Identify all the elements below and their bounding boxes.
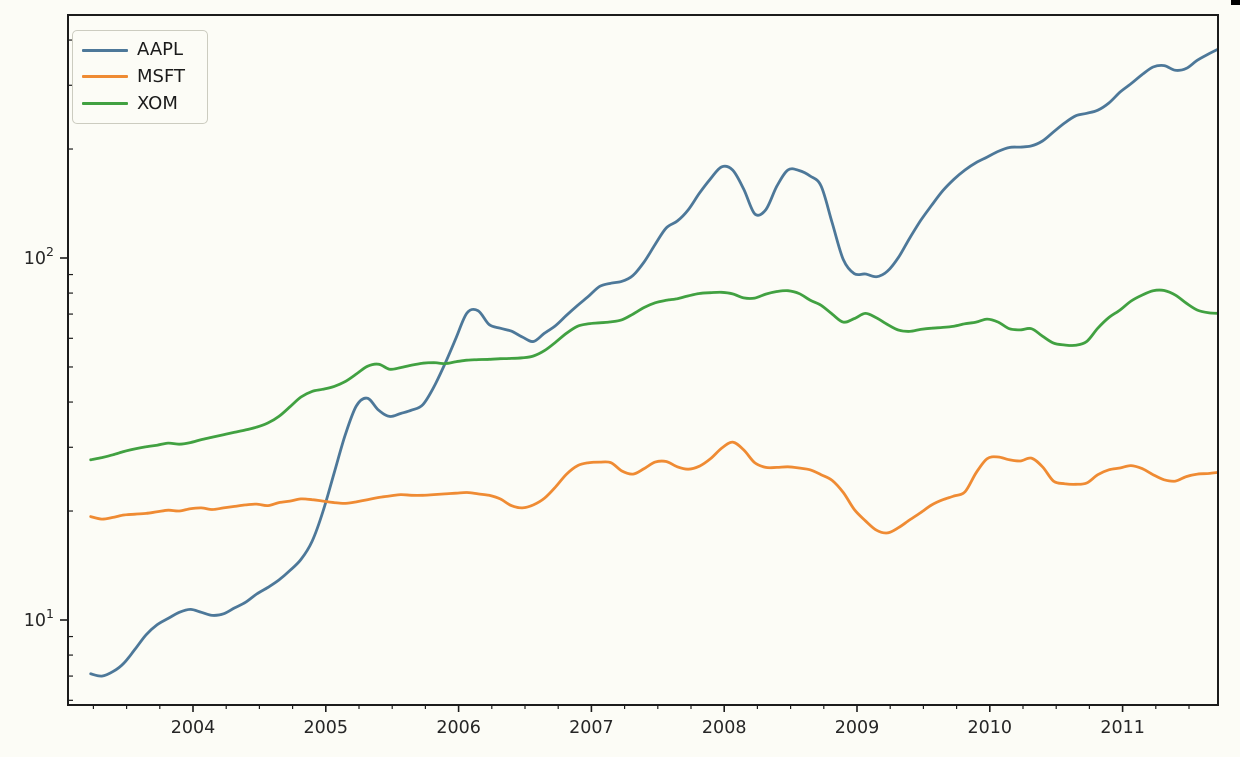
legend-item-aapl: AAPL [82,38,207,62]
x-tick-label: 2004 [171,718,216,738]
aapl-line-swatch [82,48,128,52]
y-tick-label: 102 [24,244,54,269]
legend-label-xom: XOM [137,92,178,114]
axes-spines [67,14,1219,706]
xom-line [89,288,1218,462]
msft-line-swatch [82,75,128,79]
series-group [89,47,1218,678]
x-tick-label: 2005 [304,718,349,738]
screenshot-corner-artifact [1231,0,1240,5]
x-tick-label: 2008 [702,718,747,738]
x-tick-label: 2011 [1100,718,1145,738]
legend-label-aapl: AAPL [137,39,184,61]
aapl-line [89,47,1218,678]
legend: AAPL MSFT XOM [72,30,208,124]
msft-line [89,440,1218,535]
legend-item-xom: XOM [82,92,207,116]
x-tick-label: 2007 [569,718,614,738]
x-tick-label: 2009 [835,718,880,738]
legend-item-msft: MSFT [82,65,207,89]
legend-label-msft: MSFT [137,65,185,87]
x-tick-label: 2006 [436,718,481,738]
x-tick-label: 2010 [968,718,1013,738]
y-tick-label: 101 [24,606,54,631]
xom-line-swatch [82,102,128,106]
